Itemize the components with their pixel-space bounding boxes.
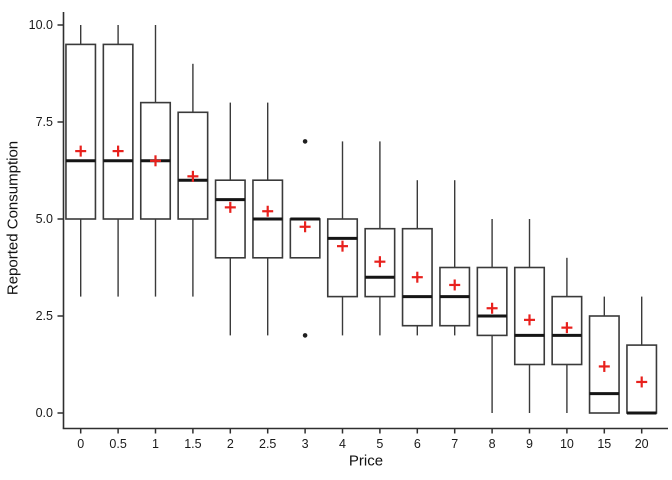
x-tick-label: 0.5 (109, 437, 126, 451)
outlier-point (302, 139, 308, 144)
boxplot-price-7 (439, 180, 471, 336)
boxplot-price-5 (364, 141, 396, 336)
boxplot-price-0 (65, 25, 97, 297)
x-tick-label: 9 (526, 437, 533, 451)
y-tick-label: 7.5 (36, 115, 53, 129)
iqr-box (326, 218, 359, 298)
y-tick-label: 2.5 (36, 309, 53, 323)
y-tick-label: 5.0 (36, 212, 53, 226)
boxplot-price-9 (513, 219, 546, 413)
iqr-box (476, 266, 508, 337)
x-tick-label: 0 (77, 437, 84, 451)
x-tick-label: 2.5 (259, 437, 276, 451)
boxplot-price-15 (588, 296, 620, 414)
x-tick-label: 6 (414, 437, 421, 451)
outlier-point (302, 333, 308, 338)
x-tick-label: 10 (560, 437, 574, 451)
boxplot-price-0.5 (102, 25, 134, 297)
boxplot-price-1 (139, 25, 172, 297)
boxplot-price-6 (401, 180, 433, 336)
x-tick-label: 15 (597, 437, 611, 451)
x-axis-title: Price (348, 452, 384, 470)
y-axis-title: Reported Consumption (4, 140, 22, 296)
x-tick-label: 2 (227, 437, 234, 451)
iqr-box (65, 43, 97, 220)
boxplot-price-1.5 (177, 63, 209, 297)
boxplot-price-20 (626, 296, 658, 415)
x-tick-label: 5 (376, 437, 383, 451)
y-tick-label: 10.0 (29, 18, 53, 32)
boxplot-price-3 (289, 139, 321, 338)
iqr-box (364, 227, 396, 298)
x-tick-label: 1 (152, 437, 159, 451)
boxplot-price-2 (214, 102, 246, 336)
x-tick-label: 20 (635, 437, 649, 451)
boxplot-price-4 (326, 141, 359, 336)
boxplot-price-10 (551, 257, 583, 413)
iqr-box (214, 179, 246, 259)
boxplot-price-8 (476, 219, 508, 413)
y-tick-label: 0.0 (36, 406, 53, 420)
x-tick-label: 4 (339, 437, 346, 451)
iqr-box (102, 43, 134, 220)
x-tick-label: 3 (302, 437, 309, 451)
x-tick-label: 1.5 (184, 437, 201, 451)
x-tick-label: 7 (451, 437, 458, 451)
boxplot-price-2.5 (252, 102, 284, 336)
x-tick-label: 8 (489, 437, 496, 451)
iqr-box (177, 111, 209, 220)
